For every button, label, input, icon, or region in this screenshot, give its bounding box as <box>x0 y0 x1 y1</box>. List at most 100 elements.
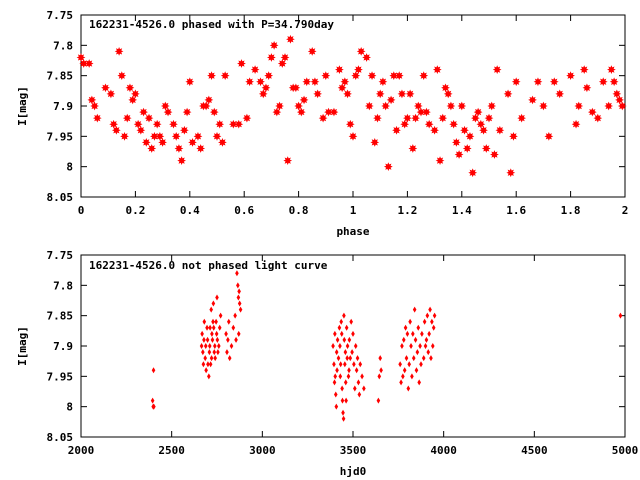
data-point <box>339 330 344 337</box>
data-point <box>136 125 146 135</box>
data-point <box>169 119 178 129</box>
data-point <box>354 367 359 374</box>
data-point <box>465 131 475 141</box>
data-point <box>355 355 360 362</box>
x-tick-label: 2 <box>622 204 629 217</box>
data-point <box>492 65 502 74</box>
data-point <box>269 40 279 50</box>
data-point <box>335 336 340 343</box>
data-point <box>329 107 339 117</box>
x-tick-label: 1.2 <box>397 204 417 217</box>
x-tick-label: 0.6 <box>234 204 254 217</box>
data-point <box>201 349 205 356</box>
data-point <box>438 113 448 123</box>
data-point <box>503 89 513 99</box>
data-point <box>446 101 456 111</box>
data-point <box>408 318 412 325</box>
data-point <box>92 113 102 123</box>
data-point <box>397 89 407 99</box>
x-tick-label: 1.6 <box>506 204 526 217</box>
data-point <box>607 65 616 74</box>
data-point <box>332 379 337 386</box>
data-point <box>481 144 491 153</box>
y-tick-label: 7.8 <box>53 279 73 292</box>
data-point <box>427 330 431 337</box>
data-point <box>352 361 356 368</box>
data-point <box>487 101 497 111</box>
data-point <box>410 373 414 380</box>
data-point <box>405 89 415 99</box>
data-point <box>449 119 459 129</box>
data-point <box>454 150 464 159</box>
data-point <box>220 71 230 81</box>
data-point <box>420 330 424 337</box>
data-point <box>79 59 89 68</box>
data-point <box>351 330 355 337</box>
y-tick-label: 7.9 <box>53 100 73 113</box>
y-tick-label: 7.95 <box>47 130 74 143</box>
data-point <box>211 324 216 331</box>
data-point <box>202 336 206 343</box>
data-point <box>484 113 494 123</box>
y-tick-label: 7.9 <box>53 340 73 353</box>
data-point <box>405 330 410 337</box>
data-point <box>424 119 434 129</box>
data-point <box>150 131 159 141</box>
x-tick-label: 1.4 <box>452 204 472 217</box>
x-tick-label: 1 <box>350 204 357 217</box>
data-point <box>205 324 209 331</box>
data-point <box>425 312 430 319</box>
data-point <box>171 131 181 141</box>
data-point <box>338 373 343 380</box>
data-point <box>125 83 135 93</box>
data-point <box>418 343 422 349</box>
y-tick-label: 8.05 <box>47 431 74 444</box>
data-point <box>430 318 434 325</box>
data-point <box>122 113 132 123</box>
data-point <box>345 355 349 362</box>
data-point <box>163 107 173 117</box>
data-point <box>344 397 348 404</box>
data-point <box>333 391 338 398</box>
data-point <box>471 113 480 123</box>
y-axis-label: I[mag] <box>16 86 29 126</box>
data-point <box>354 65 363 74</box>
data-point <box>460 125 469 135</box>
data-point <box>511 77 521 87</box>
data-point <box>234 119 244 129</box>
data-point <box>426 349 431 356</box>
data-point <box>214 330 219 337</box>
data-point <box>141 138 151 147</box>
data-point <box>128 95 138 105</box>
data-point <box>238 306 243 313</box>
data-point <box>517 113 527 123</box>
data-point <box>428 306 432 313</box>
x-tick-label: 5000 <box>612 444 639 457</box>
data-point <box>193 131 203 141</box>
data-point <box>179 125 189 135</box>
data-point <box>120 131 129 141</box>
y-tick-label: 7.75 <box>47 9 74 22</box>
data-point <box>544 131 554 141</box>
data-point <box>174 144 184 153</box>
x-tick-label: 0 <box>78 204 85 217</box>
data-point <box>347 367 351 374</box>
data-point <box>378 77 388 87</box>
data-point <box>370 138 380 147</box>
data-point <box>407 361 412 368</box>
data-point <box>362 385 366 392</box>
data-point <box>210 330 214 337</box>
data-point <box>457 101 467 111</box>
data-point <box>429 355 433 362</box>
data-point <box>401 336 406 343</box>
data-point <box>399 379 403 386</box>
data-point <box>367 71 377 81</box>
data-point <box>211 318 215 325</box>
data-point <box>207 349 212 356</box>
data-point <box>412 306 417 313</box>
y-tick-label: 7.75 <box>47 249 74 262</box>
data-point <box>417 379 421 386</box>
data-point <box>201 101 211 111</box>
data-point <box>236 330 241 337</box>
data-point <box>90 101 99 111</box>
